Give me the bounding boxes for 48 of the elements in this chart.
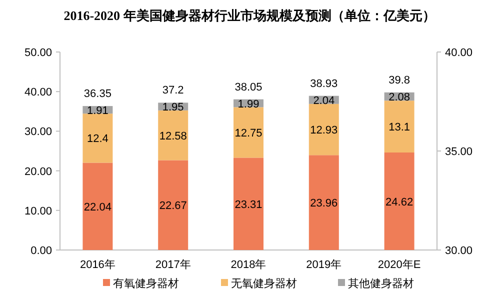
y2-tick-label: 30.00 — [445, 245, 473, 257]
bar — [308, 104, 339, 156]
data-label: 2.08 — [388, 92, 410, 104]
total-label: 37.2 — [162, 84, 184, 97]
data-label: 12.58 — [159, 130, 187, 142]
x-tick-label: 2020年E — [378, 259, 421, 271]
data-label: 24.62 — [386, 196, 414, 208]
legend-label: 无氧健身器材 — [231, 277, 297, 290]
bar — [234, 158, 264, 250]
y2-tick-label: 35.00 — [445, 146, 473, 158]
data-label: 1.91 — [86, 104, 108, 117]
bar — [82, 114, 113, 163]
data-label: 1.99 — [238, 98, 260, 110]
total-label: 39.8 — [388, 74, 410, 86]
data-label: 22.04 — [84, 201, 112, 214]
bar — [158, 160, 188, 250]
data-label: 23.96 — [310, 198, 338, 210]
bar — [384, 100, 414, 153]
bar — [384, 152, 414, 250]
data-label: 12.75 — [234, 127, 262, 140]
y2-tick-label: 40.00 — [445, 47, 473, 59]
chart-title: 2016-2020 年美国健身器材行业市场规模及预测（单位：亿美元） — [64, 8, 436, 23]
total-label: 38.93 — [310, 78, 338, 90]
data-label: 23.31 — [234, 198, 262, 211]
y-tick-label: 20.00 — [24, 166, 52, 178]
data-label: 12.4 — [86, 133, 108, 146]
y-tick-label: 0.00 — [30, 245, 52, 257]
total-label: 36.35 — [84, 88, 112, 100]
bar — [234, 107, 264, 158]
data-label: 13.1 — [388, 122, 410, 134]
y-tick-label: 40.00 — [24, 86, 52, 99]
y-tick-label: 50.00 — [24, 47, 52, 59]
data-label: 1.95 — [162, 102, 184, 114]
legend-label: 有氧健身器材 — [113, 277, 179, 290]
bar — [308, 155, 339, 250]
data-label: 2.04 — [313, 94, 335, 107]
legend-label: 其他健身器材 — [348, 277, 414, 290]
total-label: 38.05 — [234, 81, 262, 94]
bar — [82, 162, 113, 250]
x-tick-label: 2019年 — [306, 259, 342, 271]
x-tick-label: 2018年 — [230, 259, 266, 271]
data-label: 12.93 — [310, 124, 338, 137]
x-tick-label: 2016年 — [80, 259, 116, 271]
y-tick-label: 30.00 — [24, 126, 52, 138]
bar — [158, 110, 188, 160]
x-tick-label: 2017年 — [155, 259, 191, 271]
data-label: 22.67 — [159, 200, 187, 212]
y-tick-label: 10.00 — [24, 205, 52, 218]
